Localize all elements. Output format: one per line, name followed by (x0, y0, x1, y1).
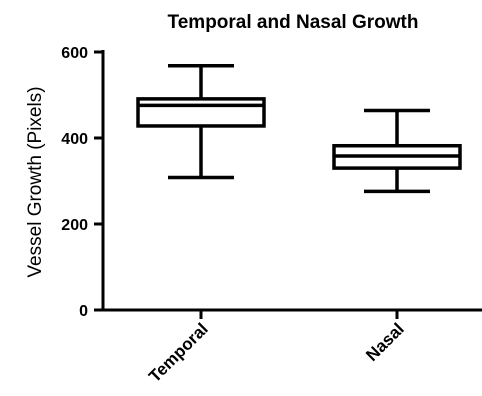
boxes (136, 64, 462, 194)
box-nasal (332, 108, 462, 194)
iqr-box (136, 97, 266, 128)
y-tick-label: 0 (79, 303, 88, 320)
y-tick-label: 600 (61, 45, 88, 62)
chart-title: Temporal and Nasal Growth (168, 12, 419, 33)
x-tick-label-nasal: Nasal (362, 319, 408, 365)
y-axis-label: Vessel Growth (Pixels) (25, 86, 46, 277)
y-tick-label: 400 (61, 131, 88, 148)
category-labels: Temporal Nasal (145, 319, 408, 386)
x-tick-label-temporal: Temporal (145, 319, 212, 386)
y-tick-label: 200 (61, 217, 88, 234)
axes: 0 200 400 600 (61, 45, 482, 320)
box-temporal (136, 64, 266, 180)
